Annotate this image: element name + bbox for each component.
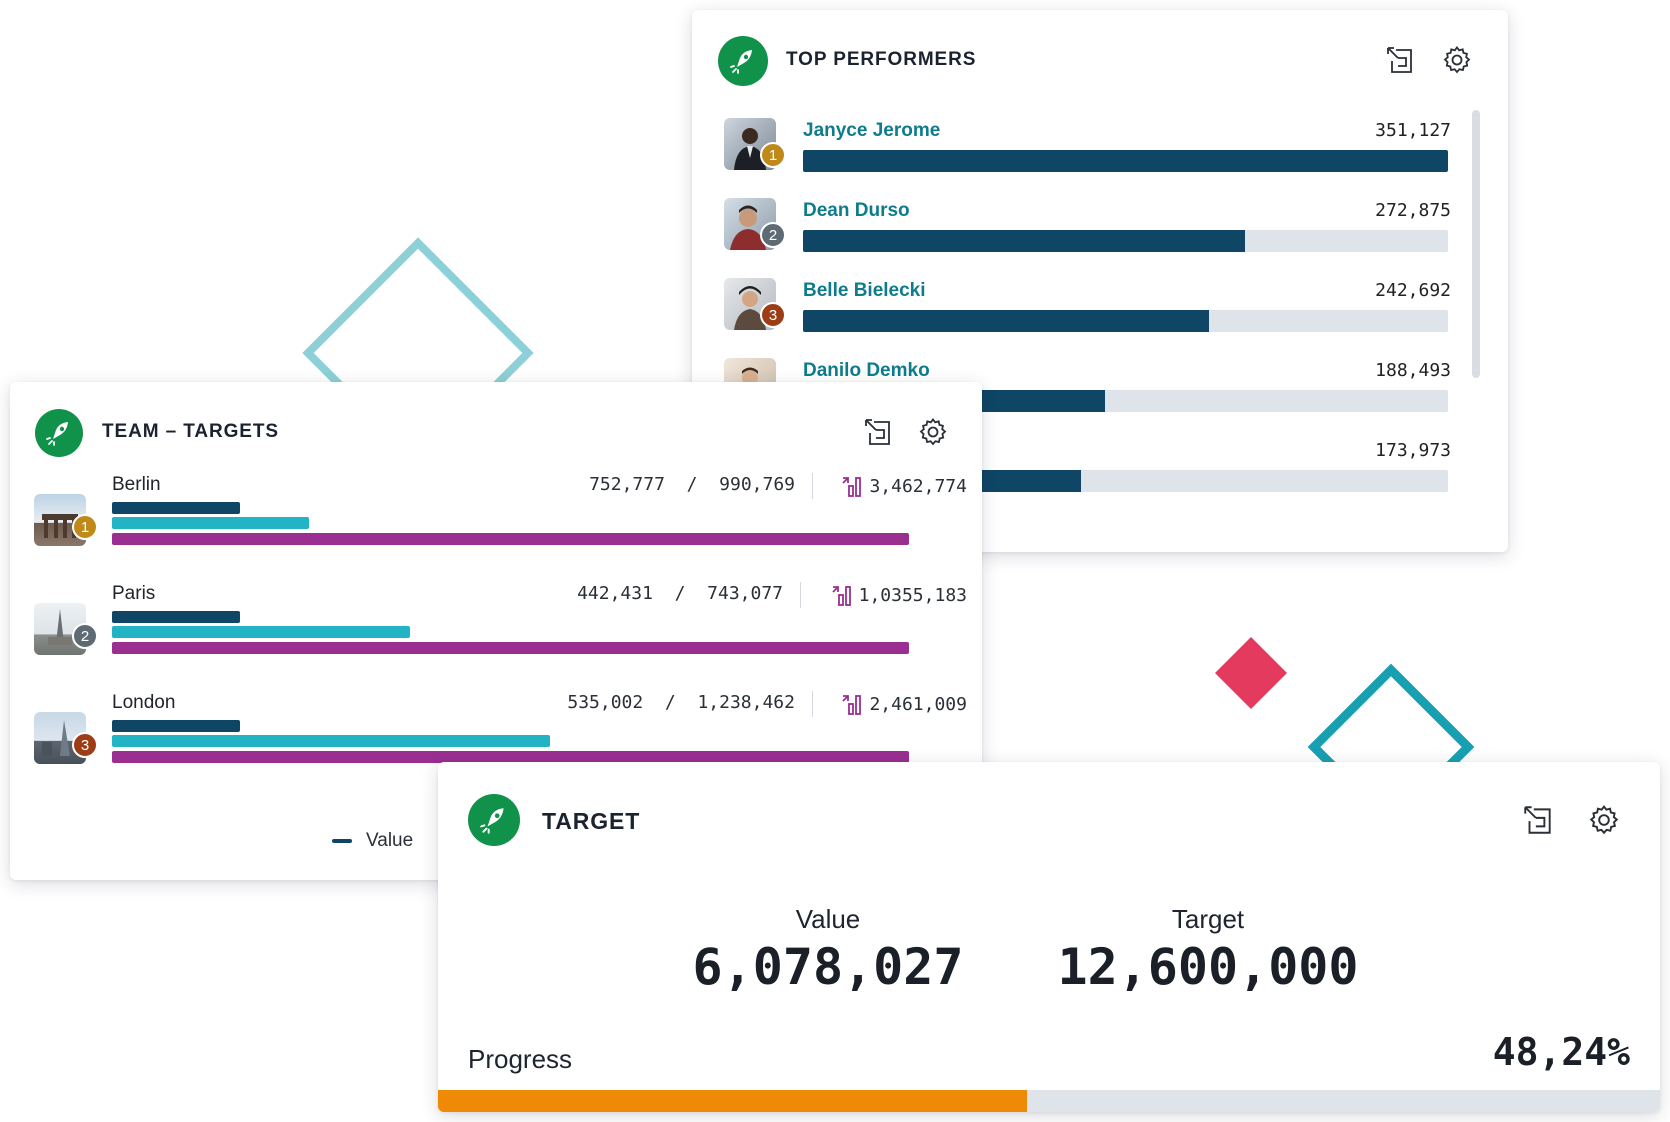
total: 1,0355,183 [810, 583, 967, 607]
team-row-paris[interactable]: 2 Paris 442,431 / 743,077 1,0355,183 [10, 582, 982, 695]
progress-percent: 48,24% [1492, 1030, 1630, 1074]
legend-swatch [332, 839, 352, 843]
progress-label: Progress [468, 1044, 573, 1074]
performer-value: 351,127 [1375, 120, 1451, 141]
rocket-logo-icon [35, 409, 83, 457]
performer-value: 242,692 [1375, 280, 1451, 301]
value-bar [112, 720, 240, 732]
team-row-berlin[interactable]: 1 Berlin 752,777 / 990,769 3,462,774 [10, 473, 982, 586]
divider [800, 582, 801, 608]
rank-badge: 2 [760, 222, 786, 248]
total-text: 2,461,009 [869, 693, 967, 715]
slash-text: / [686, 474, 698, 495]
total-text: 3,462,774 [869, 475, 967, 497]
list-item[interactable]: 3 Belle Bielecki 242,692 [692, 274, 1508, 354]
value-target: 442,431 / 743,077 [573, 583, 783, 604]
slash-text: / [674, 583, 686, 604]
scrollbar[interactable] [1472, 110, 1480, 378]
gear-icon[interactable] [1584, 800, 1624, 840]
value-bar [112, 502, 240, 514]
value-text: 535,002 [567, 692, 644, 713]
value-target: 535,002 / 1,238,462 [545, 692, 795, 713]
bar-chart-icon [842, 477, 862, 497]
value-text: 442,431 [577, 583, 653, 604]
performer-name[interactable]: Dean Durso [803, 200, 910, 221]
total: 2,461,009 [825, 692, 967, 716]
bar-chart-icon [842, 695, 862, 715]
progress-fill [803, 150, 1448, 172]
rocket-logo-icon [468, 794, 520, 846]
rank-badge: 3 [72, 732, 98, 758]
team-targets-card: TEAM – TARGETS 1 Berlin 752,777 / 990,76… [10, 382, 982, 880]
progress-track [438, 1090, 1660, 1112]
export-icon[interactable] [1518, 800, 1558, 840]
performer-value: 272,875 [1375, 200, 1451, 221]
rank-badge: 3 [760, 302, 786, 328]
target-card: TARGET Value 6,078,027 Target 12,600,000… [438, 762, 1660, 1112]
value-label: Value [795, 904, 861, 934]
legend-label: Value [366, 830, 414, 851]
target-bar [112, 735, 550, 747]
total-text: 1,0355,183 [858, 584, 967, 606]
rank-badge: 1 [72, 514, 98, 540]
city-name: London [112, 692, 176, 713]
performer-name[interactable]: Belle Bielecki [803, 280, 926, 301]
total-bar [112, 642, 909, 654]
team-row-london[interactable]: 3 London 535,002 / 1,238,462 2,461,009 [10, 691, 982, 804]
total-bar [112, 533, 909, 545]
value-number: 6,078,027 [692, 938, 964, 996]
progress-fill [803, 230, 1245, 252]
target-bar [112, 626, 410, 638]
progress-fill [803, 310, 1210, 332]
performer-name[interactable]: Danilo Demko [803, 360, 930, 381]
gear-icon[interactable] [1439, 42, 1475, 78]
value-bar [112, 611, 240, 623]
value-target: 752,777 / 990,769 [585, 474, 795, 495]
decorative-diamond-filled-red [1215, 637, 1287, 709]
performer-name[interactable]: Janyce Jerome [803, 120, 941, 141]
card-title: TEAM – TARGETS [102, 421, 279, 442]
rank-badge: 2 [72, 623, 98, 649]
slash-text: / [664, 692, 676, 713]
rank-badge: 1 [760, 142, 786, 168]
legend: Value [332, 830, 413, 852]
total: 3,462,774 [825, 474, 967, 498]
card-title: TARGET [542, 808, 641, 834]
total-bar [112, 751, 909, 763]
target-text: 743,077 [707, 583, 783, 604]
target-label: Target [1171, 904, 1245, 934]
city-name: Berlin [112, 474, 161, 495]
top-performers-card: TOP PERFORMERS 1 Janyce Jerome 351,127 2… [692, 10, 1508, 552]
target-number: 12,600,000 [1057, 938, 1359, 996]
progress-track [803, 230, 1448, 252]
export-icon[interactable] [860, 414, 896, 450]
progress-track [803, 150, 1448, 172]
card-title: TOP PERFORMERS [786, 49, 977, 70]
rocket-logo-icon [718, 36, 768, 86]
performer-value: 188,493 [1375, 360, 1451, 381]
progress-fill [438, 1090, 1028, 1112]
list-item[interactable]: 2 Dean Durso 272,875 [692, 194, 1508, 274]
list-item[interactable]: 1 Janyce Jerome 351,127 [692, 114, 1508, 194]
target-bar [112, 517, 309, 529]
divider [812, 473, 813, 499]
bar-chart-icon [831, 586, 851, 606]
target-text: 990,769 [719, 474, 795, 495]
value-text: 752,777 [589, 474, 665, 495]
progress-track [803, 310, 1448, 332]
target-text: 1,238,462 [697, 692, 795, 713]
export-icon[interactable] [1382, 42, 1418, 78]
city-name: Paris [112, 583, 156, 604]
performer-value: 173,973 [1375, 440, 1451, 461]
divider [812, 691, 813, 717]
gear-icon[interactable] [915, 414, 951, 450]
